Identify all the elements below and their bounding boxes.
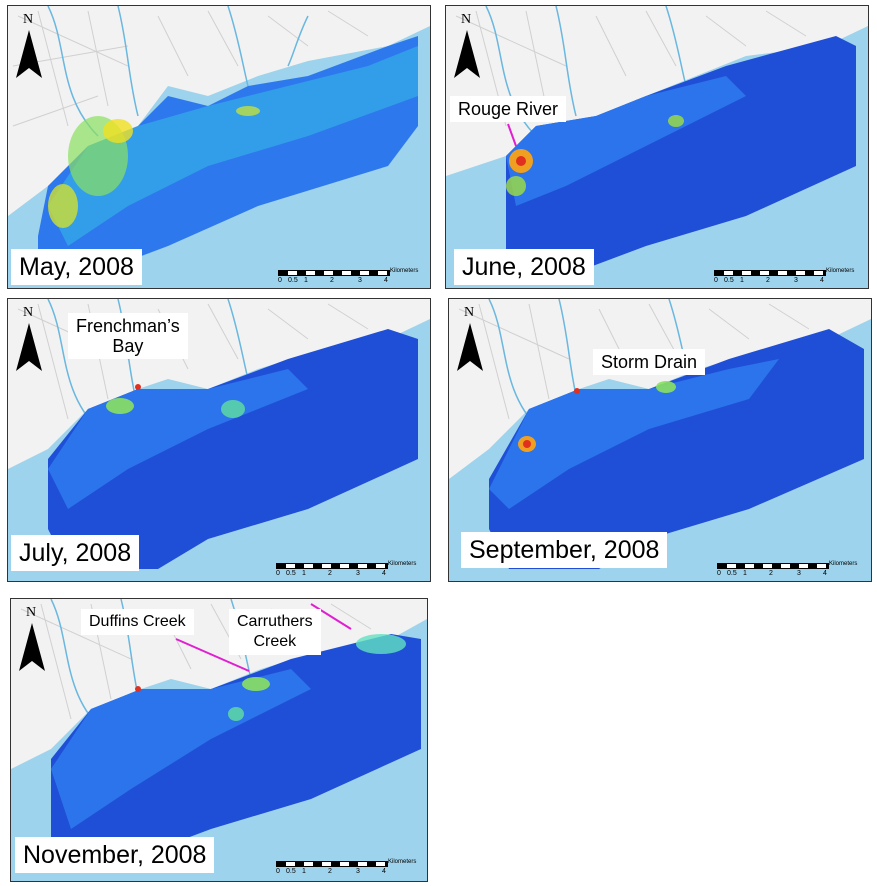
callout-carruthers-creek: Carruthers Creek <box>229 609 321 655</box>
map-panel-november: N Duffins Creek Carruthers Creek Novembe… <box>10 598 428 882</box>
north-arrow-icon <box>16 30 42 78</box>
north-arrow: N <box>452 12 482 82</box>
north-label: N <box>23 305 34 320</box>
map-panel-may: N May, 2008 0 0.5 1 2 3 4 Kilometers <box>7 5 431 289</box>
north-label: N <box>23 12 34 27</box>
callout-duffins-creek: Duffins Creek <box>81 609 194 635</box>
date-label: May, 2008 <box>11 249 142 285</box>
date-label: June, 2008 <box>454 249 594 285</box>
scale-bar: 0 0.5 1 2 3 4 Kilometers <box>276 561 417 577</box>
callout-frenchmans-bay: Frenchman’s Bay <box>68 313 188 359</box>
callout-rouge-river: Rouge River <box>450 96 567 122</box>
scale-bar: 0 0.5 1 2 3 4 Kilometers <box>276 859 417 875</box>
lake-map <box>8 6 430 288</box>
north-label: N <box>461 12 472 27</box>
scale-bar: 0 0.5 1 2 3 4 Kilometers <box>717 561 858 577</box>
north-arrow: N <box>17 605 47 675</box>
date-label: September, 2008 <box>461 532 668 568</box>
map-panel-july: N Frenchman’s Bay July, 2008 0 0.5 1 2 3 4 Ki… <box>7 298 431 582</box>
north-label: N <box>26 605 37 620</box>
date-label: July, 2008 <box>11 535 140 571</box>
map-panel-june: N Rouge River June, 2008 0 0.5 1 2 3 4 Kilome… <box>445 5 869 289</box>
north-arrow: N <box>14 12 44 82</box>
north-arrow: N <box>455 305 485 375</box>
north-arrow-icon <box>454 30 480 78</box>
lake-map <box>446 6 868 288</box>
lake-map <box>449 299 871 581</box>
scale-bar: 0 0.5 1 2 3 4 Kilometers <box>278 268 419 284</box>
callout-storm-drain: Storm Drain <box>593 349 706 375</box>
lake-map <box>11 599 427 881</box>
scale-bar: 0 0.5 1 2 3 4 Kilometers <box>714 268 855 284</box>
north-arrow: N <box>14 305 44 375</box>
north-arrow-icon <box>19 623 45 671</box>
north-label: N <box>464 305 475 320</box>
date-label: November, 2008 <box>15 837 215 873</box>
north-arrow-icon <box>16 323 42 371</box>
north-arrow-icon <box>457 323 483 371</box>
map-panel-september: N Storm Drain September, 2008 0 0.5 1 2 3 4 K… <box>448 298 872 582</box>
